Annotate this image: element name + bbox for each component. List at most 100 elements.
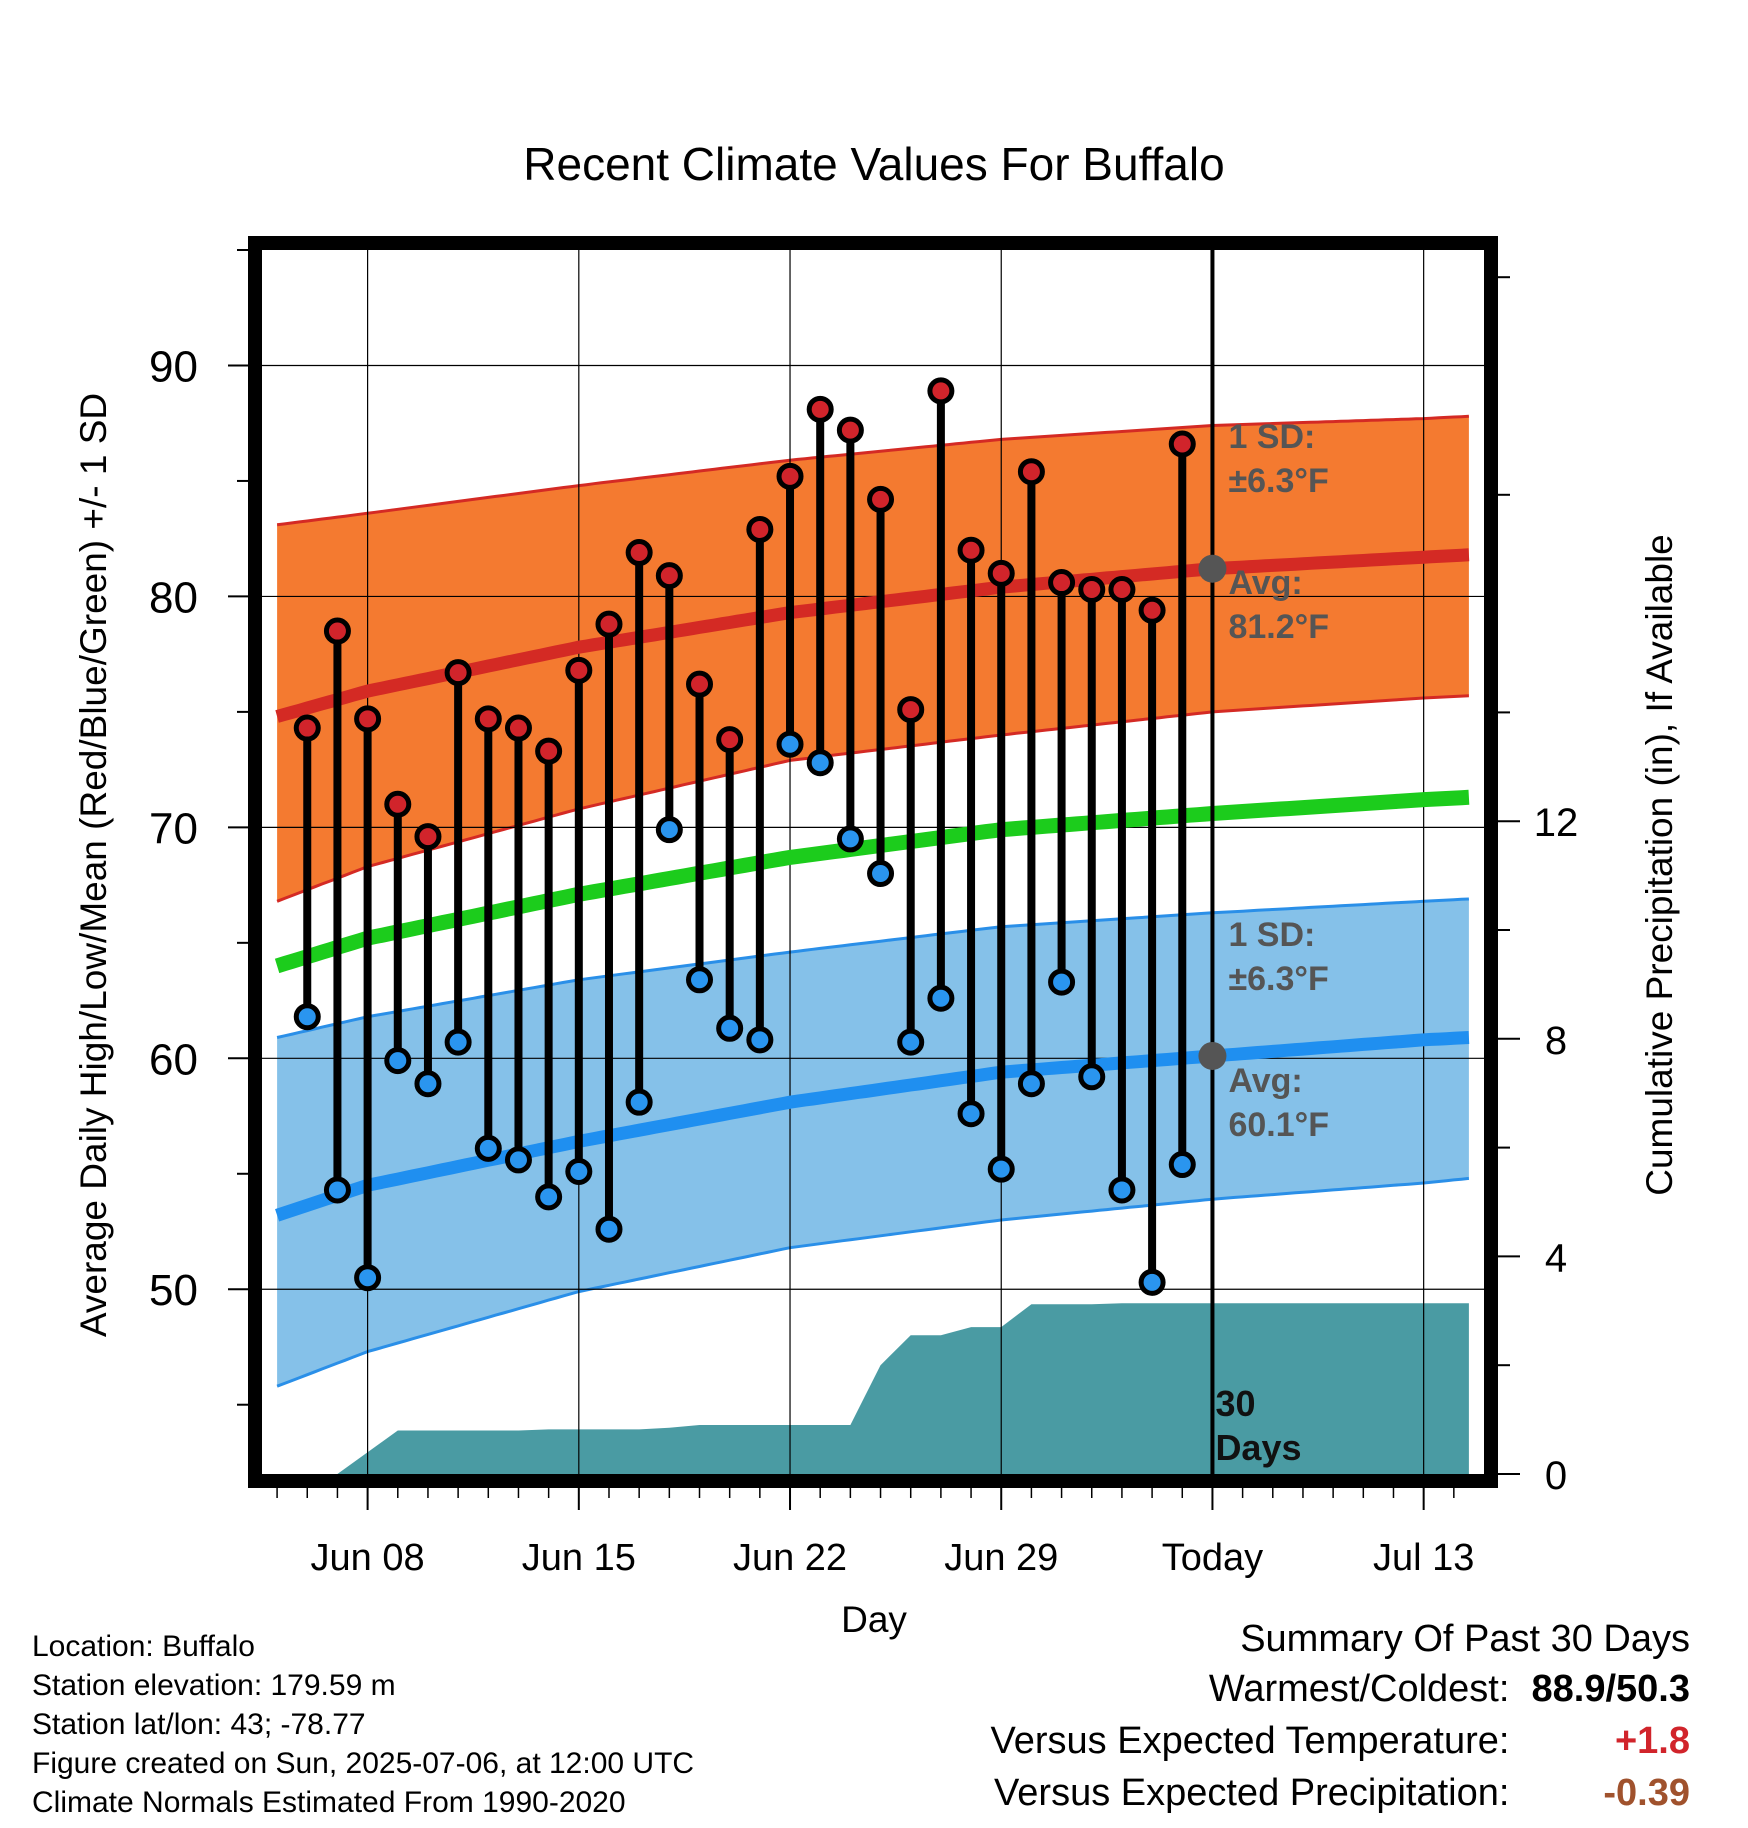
high-temp-point: [354, 705, 382, 733]
summary-temperature-label: Versus Expected Temperature:: [990, 1720, 1510, 1762]
low-temp-point: [474, 1134, 502, 1162]
high-avg-label: Avg:: [1228, 564, 1302, 602]
high-temp-point: [746, 515, 774, 543]
y-tick-label: 70: [149, 804, 198, 853]
low-temp-point: [1168, 1151, 1196, 1179]
summary-precipitation-label: Versus Expected Precipitation:: [994, 1772, 1510, 1814]
days-count-word: Days: [1215, 1427, 1301, 1468]
plot-frame: [248, 236, 1498, 1488]
low-temp-point: [927, 984, 955, 1012]
high-temp-point: [987, 559, 1015, 587]
low-temp-point: [354, 1264, 382, 1292]
low-band-lower-edge: [276, 1176, 1470, 1388]
precipitation-area: [307, 1303, 1469, 1474]
high-temp-point: [474, 705, 502, 733]
low-temp-point: [836, 825, 864, 853]
x-tick-label: Jul 13: [1373, 1537, 1474, 1579]
low-temp-point: [595, 1215, 623, 1243]
low-temp-point: [535, 1183, 563, 1211]
today-low-avg-marker: [1198, 1041, 1227, 1070]
summary-title: Summary Of Past 30 Days: [1240, 1618, 1690, 1660]
high-temp-point: [444, 659, 472, 687]
summary-warmest-coldest: Warmest/Coldest: 88.9/50.3: [1209, 1668, 1690, 1711]
high-sd-value: ±6.3°F: [1228, 462, 1328, 500]
low-temp-point: [987, 1155, 1015, 1183]
y2-tick-label: 4: [1545, 1236, 1567, 1280]
low-sd-label: 1 SD:: [1228, 916, 1315, 954]
summary-temperature-value: +1.8: [1614, 1720, 1690, 1762]
low-temp-point: [1017, 1070, 1045, 1098]
high-temp-point: [1017, 458, 1045, 486]
y2-axis-label: Cumulative Precipitation (in), If Availa…: [1639, 534, 1680, 1196]
low-mean-line: [275, 1031, 1470, 1222]
low-temp-point: [444, 1028, 472, 1056]
info-created: Figure created on Sun, 2025-07-06, at 12…: [32, 1747, 695, 1780]
today-high-avg-marker: [1198, 554, 1227, 583]
y2-tick-label: 8: [1545, 1019, 1567, 1063]
high-temp-point: [776, 462, 804, 490]
high-temp-point: [716, 726, 744, 754]
y-axis-label: Average Daily High/Low/Mean (Red/Blue/Gr…: [73, 393, 114, 1337]
y2-tick-label: 0: [1545, 1454, 1567, 1498]
high-temp-point: [414, 823, 442, 851]
low-temp-point: [293, 1003, 321, 1031]
low-temp-point: [867, 860, 895, 888]
high-temp-point: [686, 670, 714, 698]
high-temp-point: [504, 714, 532, 742]
high-temp-point: [625, 539, 653, 567]
x-tick-label: Jun 08: [311, 1537, 425, 1579]
high-temp-point: [384, 790, 412, 818]
mean-temperature-line: [274, 789, 1470, 974]
low-temp-point: [323, 1176, 351, 1204]
y-tick-label: 60: [149, 1035, 198, 1084]
high-temp-point: [293, 714, 321, 742]
low-temp-point: [746, 1026, 774, 1054]
summary-precipitation: Versus Expected Precipitation: -0.39: [994, 1772, 1690, 1815]
low-temp-point: [565, 1157, 593, 1185]
summary-warmest-coldest-value: 88.9/50.3: [1531, 1668, 1690, 1710]
low-band-upper-edge: [276, 897, 1469, 1039]
low-temp-point: [625, 1088, 653, 1116]
low-avg-label: Avg:: [1228, 1062, 1302, 1100]
summary-warmest-coldest-label: Warmest/Coldest:: [1208, 1668, 1510, 1710]
summary-temperature: Versus Expected Temperature: +1.8: [991, 1720, 1690, 1763]
low-sd-value: ±6.3°F: [1228, 960, 1328, 998]
info-normals: Climate Normals Estimated From 1990-2020: [32, 1786, 626, 1819]
low-avg-value: 60.1°F: [1228, 1106, 1329, 1144]
info-location: Location: Buffalo: [32, 1630, 255, 1663]
days-count-number: 30: [1215, 1383, 1255, 1424]
chart-title: Recent Climate Values For Buffalo: [523, 138, 1224, 190]
y-tick-label: 50: [149, 1266, 198, 1315]
x-axis-label: Day: [841, 1599, 907, 1640]
high-temp-point: [323, 617, 351, 645]
high-mean-line: [275, 548, 1470, 723]
high-band-upper-edge: [276, 414, 1469, 527]
y-tick-label: 80: [149, 573, 198, 622]
high-temp-point: [927, 377, 955, 405]
high-temp-point: [836, 416, 864, 444]
high-temp-point: [1138, 596, 1166, 624]
low-temp-point: [897, 1028, 925, 1056]
low-temp-point: [1138, 1268, 1166, 1296]
high-temp-point: [535, 737, 563, 765]
low-temp-point: [957, 1100, 985, 1128]
high-sd-label: 1 SD:: [1228, 418, 1315, 456]
x-tick-label: Jun 29: [944, 1537, 1058, 1579]
info-latlon: Station lat/lon: 43; -78.77: [32, 1708, 366, 1741]
high-temp-point: [1168, 430, 1196, 458]
y-tick-label: 90: [149, 342, 198, 391]
low-temp-point: [1108, 1176, 1136, 1204]
plot-area: 1 SD: ±6.3°F Avg: 81.2°F 1 SD: ±6.3°F Avg: 60.1…: [149, 236, 1578, 1579]
low-temp-point: [1078, 1063, 1106, 1091]
high-band-lower-edge: [276, 694, 1469, 903]
x-tick-label: Jun 15: [522, 1537, 636, 1579]
low-temp-point: [1048, 968, 1076, 996]
low-temp-point: [655, 816, 683, 844]
info-elevation: Station elevation: 179.59 m: [32, 1669, 396, 1702]
high-temp-point: [1108, 575, 1136, 603]
low-temp-point: [686, 966, 714, 994]
low-temp-point: [776, 730, 804, 758]
high-temp-point: [655, 562, 683, 590]
high-temp-point: [595, 610, 623, 638]
